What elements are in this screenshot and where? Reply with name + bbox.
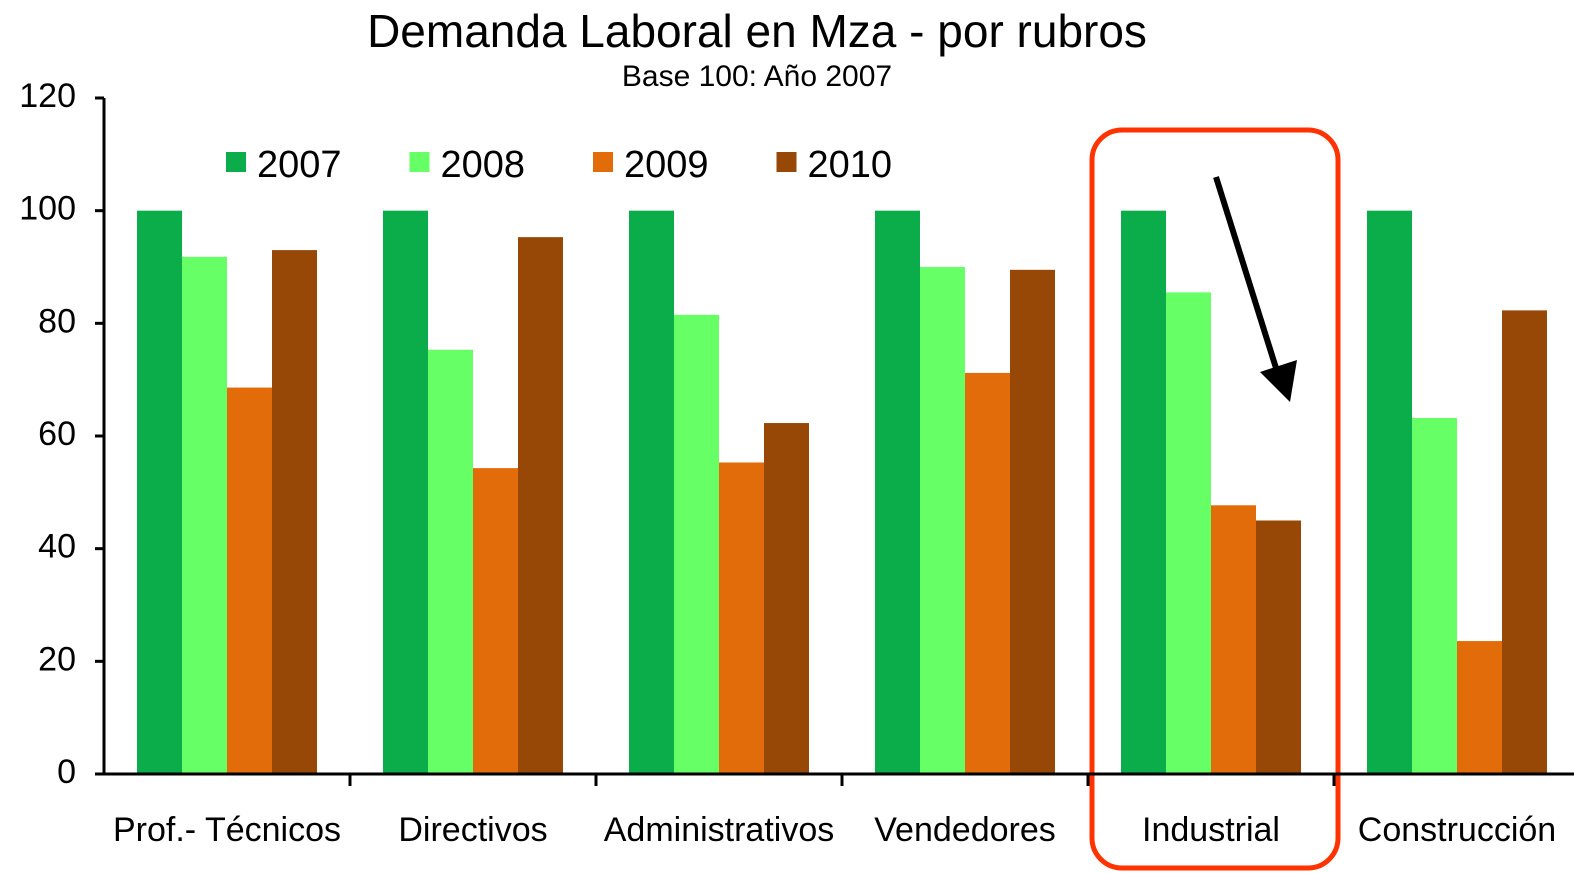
- bar: [1412, 417, 1457, 774]
- bar: [920, 267, 965, 774]
- y-tick-label: 20: [38, 640, 76, 678]
- y-tick-label: 60: [38, 415, 76, 453]
- arrow-head: [1260, 360, 1297, 402]
- bar: [182, 256, 227, 774]
- legend-label: 2009: [624, 144, 709, 186]
- bar: [1166, 292, 1211, 774]
- bar: [383, 210, 428, 774]
- x-tick-label: Directivos: [398, 811, 547, 849]
- y-tick-label: 120: [19, 77, 76, 115]
- highlight-box: [1089, 127, 1341, 871]
- x-tick-label: Construcción: [1358, 811, 1556, 849]
- bar: [518, 237, 563, 775]
- legend-swatch: [776, 152, 797, 172]
- legend-label: 2007: [257, 144, 342, 186]
- bar: [1010, 269, 1055, 774]
- bar: [1211, 505, 1256, 774]
- bar: [1457, 641, 1502, 774]
- bar: [272, 250, 317, 775]
- x-tick-label: Industrial: [1142, 811, 1280, 849]
- bar: [719, 462, 764, 774]
- chart-title: Demanda Laboral en Mza - por rubros: [367, 5, 1147, 57]
- bar: [965, 372, 1010, 774]
- bar: [227, 387, 272, 774]
- bar: [1502, 310, 1547, 774]
- bar: [137, 210, 182, 774]
- y-tick-label: 0: [57, 753, 76, 791]
- bar: [1367, 210, 1412, 774]
- y-tick-label: 80: [38, 302, 76, 340]
- arrow-shaft: [1213, 176, 1279, 369]
- y-tick-label: 100: [19, 190, 76, 228]
- bar: [764, 423, 809, 774]
- legend-swatch: [593, 152, 613, 172]
- bar: [674, 314, 719, 774]
- legend-label: 2010: [808, 144, 893, 186]
- x-tick-label: Administrativos: [604, 811, 835, 849]
- legend-swatch: [409, 152, 430, 172]
- chart-subtitle: Base 100: Año 2007: [622, 60, 892, 93]
- x-tick-label: Vendedores: [874, 811, 1056, 849]
- bar: [473, 468, 518, 774]
- x-tick-label: Prof.- Técnicos: [113, 811, 341, 849]
- bar: [875, 210, 920, 774]
- bar: [1256, 520, 1301, 774]
- bar: [1121, 210, 1166, 774]
- y-tick-label: 40: [38, 528, 76, 566]
- bar: [629, 210, 674, 774]
- legend-swatch: [226, 152, 246, 172]
- bar: [428, 349, 473, 774]
- legend-label: 2008: [441, 144, 526, 186]
